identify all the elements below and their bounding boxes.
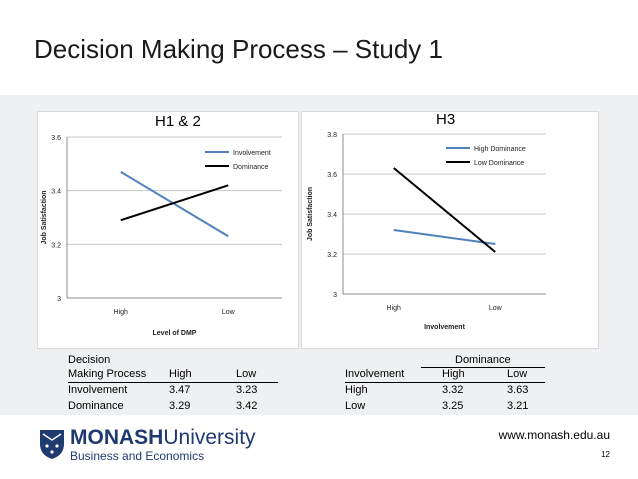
chart1-ytick-label: 3.6 <box>51 135 61 142</box>
page-title: Decision Making Process – Study 1 <box>34 34 443 64</box>
table-row-label: Dominance <box>68 400 124 412</box>
chart1-legend-label-1: Dominance <box>233 164 269 171</box>
table-row-label: Involvement <box>68 384 128 396</box>
table-dmp-col-low: Low <box>236 368 257 380</box>
chart2-ytick-label: 3.6 <box>327 172 337 179</box>
chart1-ytick-label: 3 <box>57 296 61 303</box>
table-dominance-rule <box>345 382 545 383</box>
logo-university: University <box>163 426 256 449</box>
chart2-ylabel: Job Satisfaction <box>307 187 314 241</box>
chart2-ytick-label: 3.8 <box>327 132 337 139</box>
chart1-series-line-0 <box>120 171 229 238</box>
monash-crest-icon <box>40 430 64 459</box>
table-dmp-col-high: High <box>169 368 192 380</box>
table-dominance-row-header: Involvement <box>345 368 405 380</box>
table-dominance-group-rule <box>421 367 545 368</box>
chart2-ytick-label: 3 <box>333 292 337 299</box>
chart2-series-line-1 <box>393 167 496 253</box>
table-cell: 3.21 <box>507 400 529 412</box>
chart2-legend-label-0: High Dominance <box>474 146 526 153</box>
chart2-series-line-0 <box>393 229 496 245</box>
chart1-ytick-label: 3.4 <box>51 189 61 196</box>
chart1-xtick-label: High <box>114 309 129 316</box>
table-dmp-header-line2: Making Process <box>68 368 147 380</box>
chart-h3-panel <box>301 111 599 349</box>
chart1-ylabel: Job Satisfaction <box>41 190 48 244</box>
chart-h3-title: H3 <box>436 111 456 128</box>
table-row-label: High <box>345 384 368 396</box>
chart1-legend-label-0: Involvement <box>233 150 271 157</box>
chart-h1-2: 3 3.2 3.4 3.6 High Low Level of DMP Job Satisfa… <box>41 135 282 337</box>
logo-faculty: Business and Economics <box>70 449 205 463</box>
table-cell: 3.32 <box>442 384 464 396</box>
chart2-legend-label-1: Low Dominance <box>474 160 524 167</box>
chart2-xlabel: Involvement <box>424 324 466 331</box>
chart1-series-line-1 <box>120 184 229 222</box>
table-dominance-group-header: Dominance <box>455 354 511 366</box>
table-cell: 3.63 <box>507 384 529 396</box>
table-cell: 3.42 <box>236 400 258 412</box>
chart2-xtick-label: Low <box>489 305 503 312</box>
table-dominance-col-low: Low <box>507 368 528 380</box>
chart2-xtick-label: High <box>387 305 402 312</box>
chart2-ytick-label: 3.4 <box>327 212 337 219</box>
table-dmp: Decision Making Process High Low Involve… <box>68 354 288 414</box>
table-cell: 3.47 <box>169 384 191 396</box>
table-cell: 3.25 <box>442 400 464 412</box>
table-cell: 3.29 <box>169 400 191 412</box>
table-dominance: Dominance Involvement High Low High 3.32… <box>345 354 555 414</box>
table-row-label: Low <box>345 400 366 412</box>
chart-h3: 3 3.2 3.4 3.6 3.8 High Low Involvement Job Satis… <box>307 132 546 331</box>
chart1-xlabel: Level of DMP <box>153 330 197 337</box>
chart-h1-2-title: H1 & 2 <box>155 113 201 130</box>
website-url: www.monash.edu.au <box>498 428 610 442</box>
chart1-ytick-label: 3.2 <box>51 242 61 249</box>
logo-monash: MONASH <box>70 426 164 449</box>
page-number: 12 <box>601 450 610 459</box>
table-dmp-header-line1: Decision <box>68 354 111 366</box>
chart-h1-2-panel <box>37 111 299 349</box>
table-dmp-rule <box>68 382 278 383</box>
table-dominance-col-high: High <box>442 368 465 380</box>
table-cell: 3.23 <box>236 384 258 396</box>
chart2-ytick-label: 3.2 <box>327 252 337 259</box>
chart1-xtick-label: Low <box>222 309 236 316</box>
